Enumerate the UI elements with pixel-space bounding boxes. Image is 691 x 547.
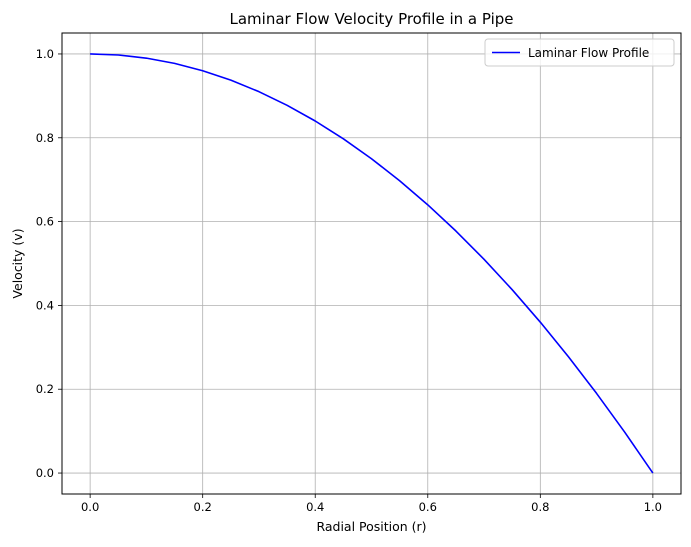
x-tick-label: 0.2: [194, 500, 212, 514]
y-tick-label: 0.4: [36, 298, 54, 312]
y-tick-label: 0.2: [36, 382, 54, 396]
y-tick-label: 0.8: [36, 131, 54, 145]
y-tick-label: 0.6: [36, 215, 54, 229]
y-axis-label: Velocity (v): [10, 228, 25, 298]
chart-title: Laminar Flow Velocity Profile in a Pipe: [229, 10, 513, 28]
series-line-laminar-flow-profile: [90, 53, 654, 474]
y-tick-label: 0.0: [36, 466, 54, 480]
ticks: 0.0 0.2 0.4 0.6 0.8 1.0 0.0 0.2 0.4 0.6 0.8 1.0: [36, 47, 662, 514]
y-tick-label: 1.0: [36, 47, 54, 61]
series-layer: [90, 53, 654, 474]
x-tick-label: 0.8: [531, 500, 549, 514]
x-tick-label: 0.0: [81, 500, 99, 514]
legend: Laminar Flow Profile: [484, 38, 675, 67]
legend-box: [484, 38, 675, 67]
plot-frame: [61, 32, 682, 495]
x-axis-label: Radial Position (r): [316, 519, 426, 534]
x-tick-label: 0.6: [419, 500, 437, 514]
x-tick-label: 0.4: [306, 500, 324, 514]
legend-entry-laminar-flow-profile: Laminar Flow Profile: [528, 46, 649, 60]
grid: [62, 33, 681, 494]
x-tick-label: 1.0: [644, 500, 662, 514]
